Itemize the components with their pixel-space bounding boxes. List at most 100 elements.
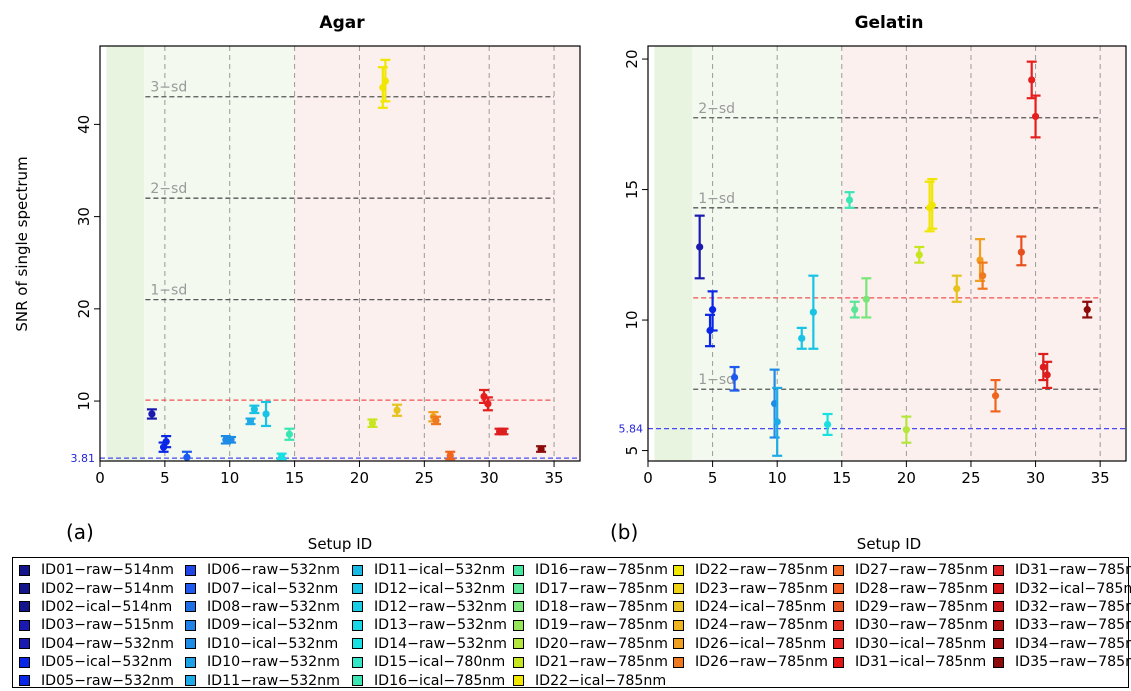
legend-item: ID13−raw−532nm bbox=[352, 616, 507, 634]
legend-item: ID24−raw−785nm bbox=[673, 616, 828, 634]
data-point-3 bbox=[183, 453, 191, 461]
region-2 bbox=[841, 46, 1126, 461]
legend-swatch bbox=[673, 638, 684, 650]
legend-item: ID28−raw−785nm bbox=[833, 579, 988, 597]
region-1 bbox=[144, 46, 295, 461]
legend-item: ID21−raw−785nm bbox=[513, 653, 668, 671]
legend-item: ID11−raw−532nm bbox=[185, 671, 340, 689]
legend-label: ID24−ical−785nm bbox=[695, 598, 827, 615]
legend-item: ID14−raw−532nm bbox=[352, 635, 507, 653]
y-tick-label: 15 bbox=[623, 180, 641, 199]
data-point-0 bbox=[696, 243, 704, 251]
data-point-10 bbox=[285, 430, 294, 438]
legend-label: ID10−raw−532nm bbox=[207, 654, 340, 671]
plot-area: 1−sd1−sd2−sd2−sd bbox=[648, 46, 1126, 461]
legend-label: ID06−raw−532nm bbox=[207, 562, 340, 579]
legend-swatch bbox=[19, 675, 30, 687]
baseline-label: 5.84 bbox=[619, 423, 644, 436]
x-tick-label: 10 bbox=[768, 469, 787, 487]
legend-label: ID26−raw−785nm bbox=[695, 654, 828, 671]
legend-label: ID13−raw−532nm bbox=[374, 617, 507, 634]
data-point-7 bbox=[809, 308, 817, 316]
legend-item: ID10−raw−532nm bbox=[185, 653, 340, 671]
legend-item: ID17−raw−785nm bbox=[513, 579, 668, 597]
legend-swatch bbox=[19, 583, 30, 595]
chart-title: Agar bbox=[319, 13, 365, 33]
legend-item: ID29−raw−785nm bbox=[833, 598, 988, 616]
legend-swatch bbox=[993, 601, 1004, 613]
legend-swatch bbox=[993, 619, 1004, 631]
legend-swatch bbox=[19, 619, 30, 631]
sd-label: 2−sd bbox=[150, 181, 187, 197]
panel-label: (a) bbox=[66, 520, 94, 544]
legend-label: ID23−raw−785nm bbox=[695, 580, 828, 597]
legend-swatch bbox=[993, 656, 1004, 668]
legend-item: ID05−raw−532nm bbox=[19, 671, 174, 689]
legend-swatch bbox=[993, 583, 1004, 595]
legend-label: ID18−raw−785nm bbox=[535, 598, 668, 615]
sd-label: 2−sd bbox=[698, 101, 735, 117]
legend-label: ID10−ical−532nm bbox=[207, 635, 339, 652]
legend-item: ID22−raw−785nm bbox=[673, 561, 828, 579]
legend-swatch bbox=[513, 656, 524, 668]
data-point-3 bbox=[730, 373, 739, 382]
legend-swatch bbox=[833, 583, 844, 595]
region-0 bbox=[654, 46, 692, 461]
y-tick-label: 10 bbox=[75, 392, 93, 411]
legend-item: ID26−ical−785nm bbox=[673, 635, 828, 653]
y-axis-label: SNR of single spectrum bbox=[13, 156, 31, 331]
y-tick-label: 30 bbox=[75, 207, 93, 226]
legend-item: ID12−ical−532nm bbox=[352, 579, 507, 597]
legend-swatch bbox=[185, 619, 196, 631]
legend-swatch bbox=[19, 564, 30, 576]
plot-area: 1−sd 2−sd 3−sd bbox=[100, 46, 580, 461]
legend-item: ID01−raw−514nm bbox=[19, 561, 174, 579]
chart-panel-gelatin: 1−sd1−sd2−sd2−sd5.840 5 10 15 20 25 30 35510152… bbox=[610, 13, 1127, 553]
legend-label: ID11−ical−532nm bbox=[374, 562, 506, 579]
legend-swatch bbox=[185, 583, 196, 595]
x-tick-label: 0 bbox=[95, 469, 105, 487]
legend-label: ID30−ical−785nm bbox=[855, 635, 987, 652]
legend-column: ID27−raw−785nm ID28−raw−785nm ID29−raw−785… bbox=[833, 561, 988, 671]
chart-panel-agar: 1−sd 2−sd 3−sd 3.81 0 5 10 15 20 25 30 35 10 20 30 40 Ag… bbox=[66, 13, 581, 553]
x-tick-label: 0 bbox=[643, 469, 653, 487]
x-tick-label: 5 bbox=[160, 469, 170, 487]
legend-swatch bbox=[673, 583, 684, 595]
legend-swatch bbox=[673, 656, 684, 668]
x-tick-label: 35 bbox=[545, 469, 564, 487]
data-point-5 bbox=[227, 436, 235, 444]
x-tick-label: 15 bbox=[832, 469, 851, 487]
x-tick-label: 10 bbox=[220, 469, 239, 487]
legend-item: ID07−ical−532nm bbox=[185, 579, 340, 597]
legend-item: ID15−ical−780nm bbox=[352, 653, 507, 671]
x-axis-label: Setup ID bbox=[308, 535, 372, 553]
legend-label: ID05−raw−532nm bbox=[41, 672, 174, 689]
legend-swatch bbox=[993, 564, 1004, 576]
legend-item: ID34−raw−785nm bbox=[993, 635, 1131, 653]
x-tick-label: 25 bbox=[415, 469, 434, 487]
legend-label: ID34−raw−785nm bbox=[1015, 635, 1131, 652]
x-tick-label: 20 bbox=[897, 469, 916, 487]
legend-swatch bbox=[352, 564, 363, 576]
legend-item: ID18−raw−785nm bbox=[513, 598, 668, 616]
legend-label: ID27−raw−785nm bbox=[855, 562, 988, 579]
legend-label: ID07−ical−532nm bbox=[207, 580, 339, 597]
data-point-21 bbox=[1028, 76, 1036, 84]
legend-column: ID06−raw−532nm ID07−ical−532nm ID08−raw−53… bbox=[185, 561, 340, 690]
legend-swatch bbox=[513, 675, 524, 687]
data-point-23 bbox=[1039, 363, 1047, 371]
y-tick-label: 40 bbox=[75, 115, 93, 134]
data-point-7 bbox=[250, 405, 258, 413]
x-tick-label: 5 bbox=[708, 469, 718, 487]
sd-label: 1−sd bbox=[698, 372, 735, 388]
data-point-22 bbox=[537, 445, 545, 453]
legend-label: ID14−raw−532nm bbox=[374, 635, 507, 652]
data-point-12 bbox=[902, 426, 910, 434]
legend-item: ID09−ical−532nm bbox=[185, 616, 340, 634]
legend-swatch bbox=[513, 583, 524, 595]
legend: ID01−raw−514nm ID02−raw−514nm ID02−ical−51… bbox=[12, 557, 1131, 690]
y-tick-label: 10 bbox=[623, 311, 641, 330]
legend-label: ID03−raw−515nm bbox=[41, 617, 174, 634]
legend-column: ID01−raw−514nm ID02−raw−514nm ID02−ical−51… bbox=[19, 561, 174, 690]
data-point-16 bbox=[953, 285, 961, 293]
